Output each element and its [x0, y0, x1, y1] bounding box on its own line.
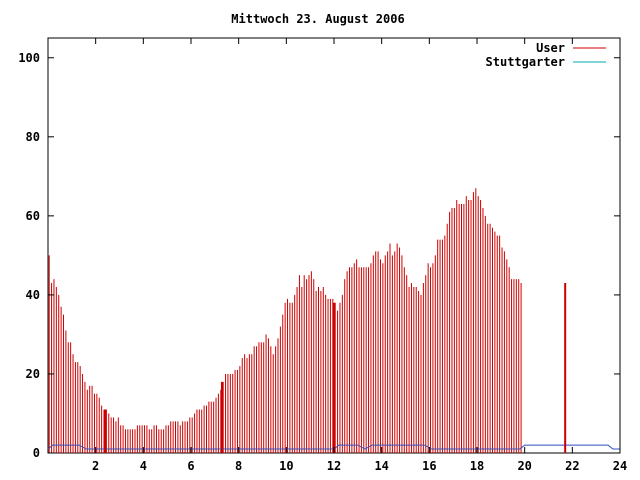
y-tick-label: 0 [33, 446, 40, 460]
legend-label-stuttgarter: Stuttgarter [486, 55, 565, 69]
x-tick-label: 6 [187, 459, 194, 473]
legend: User Stuttgarter [486, 41, 606, 69]
x-tick-label: 18 [470, 459, 484, 473]
axis-ticks [48, 38, 621, 454]
highlight-impulses [104, 283, 567, 453]
y-tick-label: 80 [26, 130, 40, 144]
stuttgarter-line [47, 444, 620, 450]
x-tick-label: 2 [92, 459, 99, 473]
legend-entry-user: User [536, 41, 606, 55]
x-tick-label: 22 [565, 459, 579, 473]
y-tick-label: 100 [18, 51, 40, 65]
legend-label-user: User [536, 41, 565, 55]
series-user [48, 188, 522, 453]
x-tick-label: 4 [140, 459, 147, 473]
x-tick-label: 24 [613, 459, 627, 473]
y-tick-label: 20 [26, 367, 40, 381]
y-tick-labels: 0 20 40 60 80 100 [18, 51, 40, 460]
x-tick-labels: 2 4 6 8 10 12 14 16 18 20 22 24 [92, 459, 627, 473]
y-tick-label: 60 [26, 209, 40, 223]
y-tick-label: 40 [26, 288, 40, 302]
x-tick-label: 20 [517, 459, 531, 473]
x-tick-label: 12 [327, 459, 341, 473]
x-tick-label: 10 [279, 459, 293, 473]
x-tick-label: 14 [374, 459, 388, 473]
legend-entry-stuttgarter: Stuttgarter [486, 55, 606, 69]
series-stuttgarter [47, 444, 620, 450]
x-tick-label: 16 [422, 459, 436, 473]
chart-title: Mittwoch 23. August 2006 [231, 12, 404, 26]
x-tick-label: 8 [235, 459, 242, 473]
